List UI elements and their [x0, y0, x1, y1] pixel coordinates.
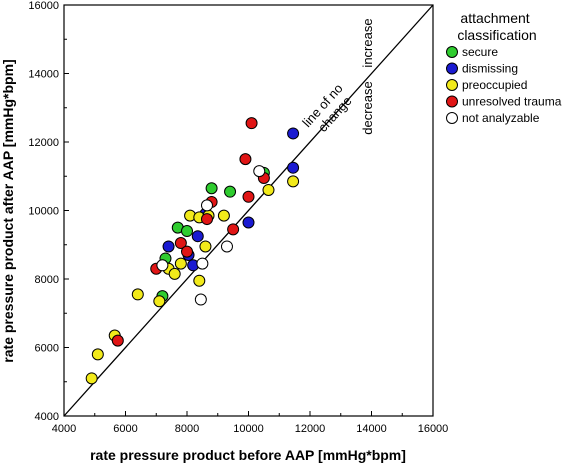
- y-tick-label: 12000: [28, 137, 59, 149]
- line-of-no-change: [63, 4, 434, 417]
- legend-title: attachment classification: [457, 10, 536, 43]
- x-tick-label: 16000: [418, 423, 449, 435]
- y-tick-label: 14000: [28, 69, 59, 81]
- y-axis-title: rate pressure product after AAP [mmHg*bp…: [0, 59, 16, 362]
- point-unresolved-trauma: [227, 223, 240, 236]
- point-dismissing: [287, 161, 300, 174]
- point-unresolved-trauma: [174, 237, 187, 250]
- x-tick-label: 10000: [233, 423, 264, 435]
- point-preoccupied: [168, 267, 181, 280]
- x-tick-label: 14000: [356, 423, 387, 435]
- legend-items: secure dismissing preoccupied unresolved tr…: [446, 45, 562, 125]
- data-points: [85, 117, 300, 385]
- point-unresolved-trauma: [239, 153, 252, 166]
- point-not-analyzable: [200, 199, 213, 212]
- legend-label-dismissing: dismissing: [462, 62, 518, 76]
- y-tick-label: 4000: [35, 411, 59, 423]
- point-unresolved-trauma: [111, 334, 124, 347]
- point-preoccupied: [199, 240, 212, 253]
- point-unresolved-trauma: [200, 213, 213, 226]
- point-secure: [205, 182, 218, 195]
- legend-label-unresolved-trauma: unresolved trauma: [462, 95, 562, 109]
- y-tick-label: 10000: [28, 206, 59, 218]
- point-dismissing: [287, 127, 300, 140]
- point-not-analyzable: [253, 165, 266, 178]
- legend-marker-dismissing: [446, 62, 458, 75]
- point-preoccupied: [153, 295, 166, 308]
- legend-title-line-1: attachment: [460, 10, 529, 26]
- point-preoccupied: [262, 183, 275, 196]
- point-not-analyzable: [196, 257, 209, 270]
- x-tick-label: 12000: [295, 423, 326, 435]
- legend-marker-not-analyzable: [446, 112, 458, 124]
- point-unresolved-trauma: [242, 190, 255, 203]
- x-tick-label: 4000: [52, 423, 76, 435]
- legend-label-secure: secure: [462, 45, 498, 59]
- x-tick-label: 6000: [113, 423, 137, 435]
- legend-label-not-analyzable: not analyzable: [462, 111, 540, 125]
- point-not-analyzable: [220, 240, 233, 253]
- point-preoccupied: [85, 372, 98, 385]
- point-not-analyzable: [194, 293, 207, 306]
- legend-label-preoccupied: preoccupied: [462, 78, 527, 92]
- legend-marker-preoccupied: [446, 79, 458, 91]
- point-unresolved-trauma: [245, 117, 258, 130]
- point-unresolved-trauma: [181, 245, 193, 258]
- plot-frame: [63, 4, 434, 417]
- point-preoccupied: [91, 348, 104, 361]
- line-label: line of no change: [299, 78, 359, 140]
- point-dismissing: [191, 230, 204, 243]
- legend: attachment classification secure dismissi…: [446, 10, 562, 125]
- y-tick-label: 16000: [28, 0, 59, 12]
- legend-title-line-2: classification: [457, 27, 536, 43]
- point-dismissing: [242, 216, 255, 229]
- point-preoccupied: [217, 209, 230, 222]
- decrease-label: decrease: [360, 81, 375, 134]
- y-tick-label: 8000: [35, 274, 59, 286]
- x-axis-title: rate pressure product before AAP [mmHg*b…: [90, 447, 406, 463]
- point-secure: [224, 185, 237, 198]
- point-not-analyzable: [156, 259, 169, 272]
- legend-marker-secure: [446, 46, 458, 58]
- point-dismissing: [162, 240, 175, 253]
- reference-line-layer: [63, 4, 434, 417]
- point-secure: [181, 225, 193, 238]
- point-preoccupied: [174, 257, 187, 270]
- legend-marker-unresolved-trauma: [446, 95, 458, 108]
- point-preoccupied: [287, 175, 300, 188]
- y-tick-label: 6000: [35, 343, 59, 355]
- x-tick-label: 8000: [175, 423, 199, 435]
- point-preoccupied: [131, 288, 144, 301]
- axes: 4000 6000 8000 10000 12000 14000 16000 4000 6000…: [28, 0, 448, 435]
- increase-label: increase: [360, 18, 375, 67]
- point-preoccupied: [193, 274, 206, 287]
